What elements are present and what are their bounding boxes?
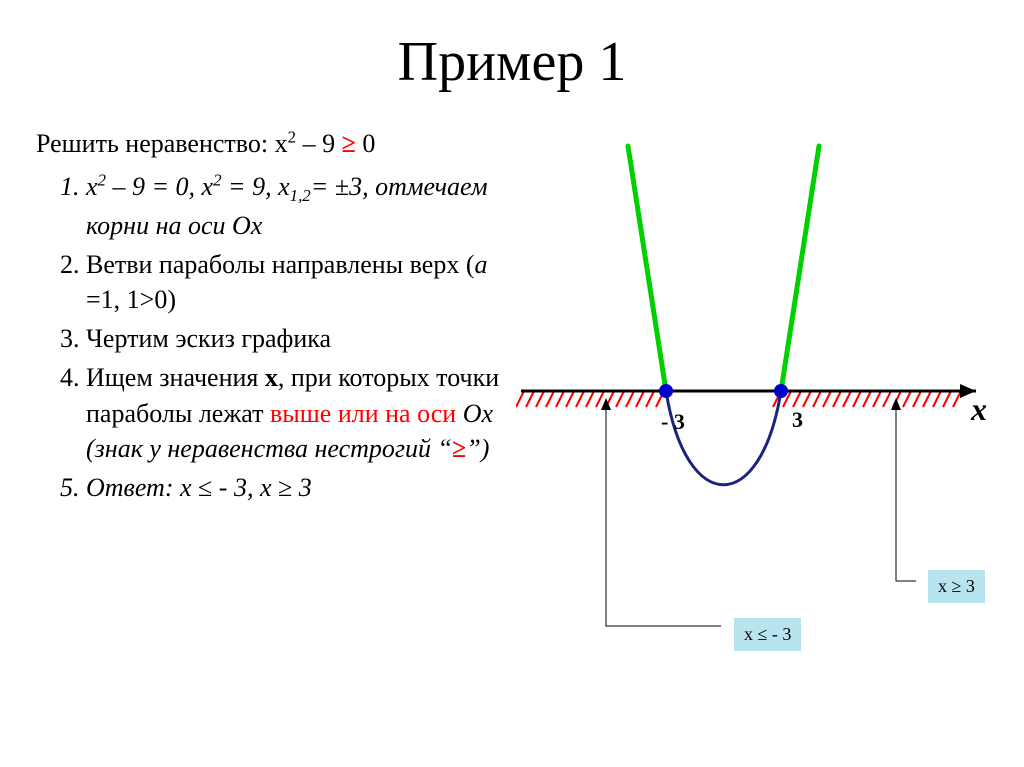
step-3: Чертим эскиз графика (86, 321, 506, 356)
steps-list: х2 – 9 = 0, х2 = 9, х1,2= ±3, отмечаем к… (36, 169, 506, 505)
tick-label-pos3: 3 (792, 407, 803, 433)
s5b: - 3, х (212, 473, 278, 502)
s4red: выше или на оси (270, 399, 463, 428)
intro-op: ≥ (342, 129, 356, 158)
s1sub: 1,2 (290, 186, 311, 205)
cl-op: ≤ (758, 624, 768, 644)
s2a: Ветви параболы направлены верх ( (86, 250, 474, 279)
x-axis-label: х (971, 391, 987, 428)
text-column: Решить неравенство: х2 – 9 ≥ 0 х2 – 9 = … (36, 126, 506, 509)
cr-b: 3 (961, 576, 975, 596)
s1sup2: 2 (213, 170, 221, 189)
hatch-right (773, 391, 961, 407)
intro-sup: 2 (288, 127, 296, 146)
intro-lead: Решить неравенство: х (36, 129, 288, 158)
parabola-branch-right (781, 146, 819, 391)
tick-label-neg3: - 3 (661, 409, 685, 435)
s4close: ”) (466, 434, 489, 463)
s1sup1: 2 (98, 170, 106, 189)
s2c: =1, 1>0) (86, 285, 176, 314)
chart-column: х - 3 3 х ≤ - 3 х ≥ 3 (526, 126, 988, 666)
problem-statement: Решить неравенство: х2 – 9 ≥ 0 (36, 126, 506, 161)
s5ge: ≥ (278, 473, 292, 502)
pointer-right (896, 408, 916, 581)
slide-title: Пример 1 (36, 30, 988, 94)
s5a: Ответ: х (86, 473, 198, 502)
s4op: ≥ (452, 434, 466, 463)
root-point-neg3 (659, 384, 673, 398)
callout-right: х ≥ 3 (928, 570, 985, 603)
s1a: х (86, 172, 98, 201)
step-1: х2 – 9 = 0, х2 = 9, х1,2= ±3, отмечаем к… (86, 169, 506, 243)
parabola-branch-left (628, 146, 666, 391)
step-4: Ищем значения х, при которых точки параб… (86, 360, 506, 465)
cr-op: ≥ (952, 576, 962, 596)
callout-left: х ≤ - 3 (734, 618, 801, 651)
intro-tail: 0 (356, 129, 376, 158)
s5c: 3 (292, 473, 312, 502)
root-point-pos3 (774, 384, 788, 398)
pointer-right-arrow-icon (891, 398, 901, 410)
hatch-left (516, 391, 664, 407)
cl-b: - 3 (767, 624, 791, 644)
step-2: Ветви параболы направлены верх (а =1, 1>… (86, 247, 506, 317)
s5le: ≤ (198, 473, 212, 502)
s2b: а (474, 250, 487, 279)
body-row: Решить неравенство: х2 – 9 ≥ 0 х2 – 9 = … (36, 126, 988, 666)
s4xb: х (265, 363, 278, 392)
parabola-lower (666, 391, 781, 485)
slide: Пример 1 Решить неравенство: х2 – 9 ≥ 0 … (0, 0, 1024, 767)
cl-a: х (744, 624, 758, 644)
s1b: – 9 = 0, х (106, 172, 213, 201)
intro-mid: – 9 (296, 129, 342, 158)
s4a: Ищем значения (86, 363, 265, 392)
cr-a: х (938, 576, 952, 596)
s1c: = 9, х (222, 172, 290, 201)
s1axis: Ох (232, 211, 262, 240)
pointer-left (606, 408, 721, 626)
step-5: Ответ: х ≤ - 3, х ≥ 3 (86, 470, 506, 505)
